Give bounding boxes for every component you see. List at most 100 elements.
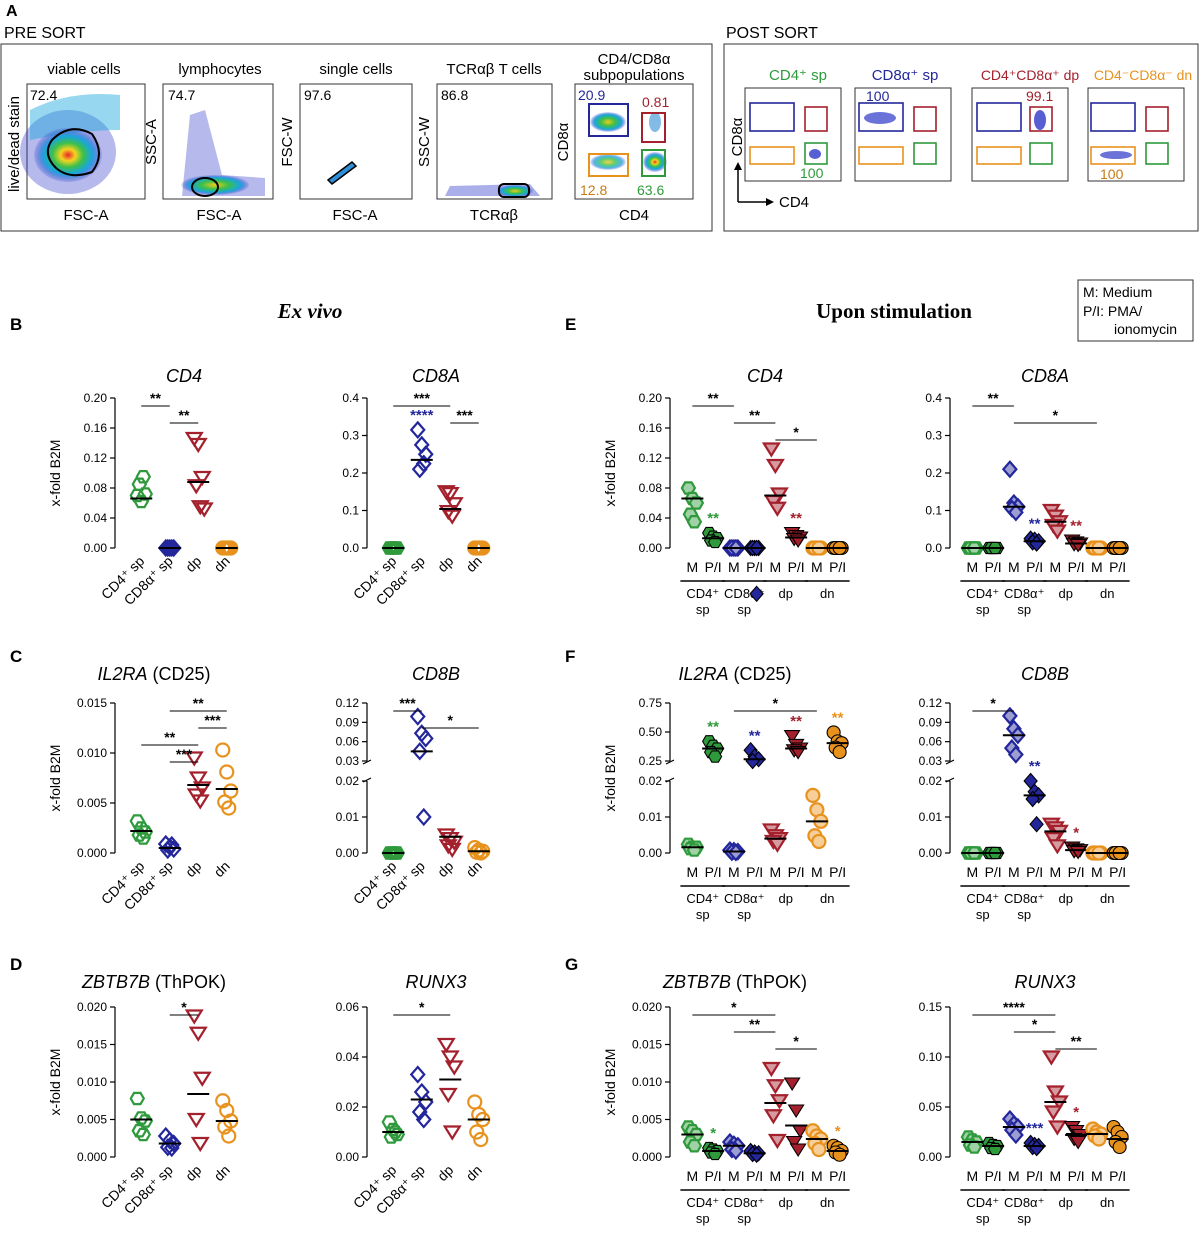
chart-title: CD8B xyxy=(1021,664,1069,684)
x-tick-label: P/I xyxy=(829,1168,846,1184)
data-point xyxy=(165,538,182,558)
group-label-sub: sp xyxy=(737,1211,751,1226)
significance-star: ** xyxy=(790,510,802,527)
plot-frame xyxy=(436,83,553,200)
x-tick-label: P/I xyxy=(705,864,722,880)
x-tick-label: dp xyxy=(182,553,204,575)
data-point xyxy=(763,1109,783,1125)
y-tick-label: 0.01 xyxy=(639,810,663,824)
significance-label: * xyxy=(793,424,799,440)
gate-outline xyxy=(498,183,530,198)
data-point xyxy=(1091,1131,1107,1147)
x-tick-label: M xyxy=(1050,864,1062,880)
chart-d1: ZBTB7B (ThPOK) Dx-fold B2M 0.000 0.005 0.010… xyxy=(10,955,239,1217)
y-tick-label: 0.50 xyxy=(639,725,663,739)
flow-xlabel: FSC-A xyxy=(333,207,378,224)
panel-letter: E xyxy=(565,315,576,334)
data-point xyxy=(1001,706,1018,726)
x-tick-label: P/I xyxy=(1026,559,1043,575)
group-label: dp xyxy=(1059,1195,1073,1210)
x-tick-label: dp xyxy=(434,553,456,575)
y-tick-label: 0.05 xyxy=(919,1100,943,1114)
data-point xyxy=(440,832,460,848)
group-label: CD8α⁺ xyxy=(1004,891,1044,906)
significance-label: * xyxy=(773,695,779,711)
data-point xyxy=(415,454,432,473)
x-tick-label: M xyxy=(728,1168,740,1184)
significance-star: * xyxy=(1073,1104,1079,1121)
x-tick-label: P/I xyxy=(788,864,805,880)
chart-c1: IL2RA (CD25) Cx-fold B2M 0.000 0.005 0.010 0.… xyxy=(10,647,239,913)
post-sort-box xyxy=(723,43,1199,232)
data-point xyxy=(1043,1105,1063,1121)
chart-title: CD8B xyxy=(412,664,460,684)
group-label-sub: sp xyxy=(1017,602,1031,617)
y-tick-label: 0.005 xyxy=(632,1113,662,1127)
y-tick-label: 0.08 xyxy=(639,481,663,495)
y-tick-label: 0.03 xyxy=(919,754,943,768)
post-plot-dn: 100 xyxy=(1087,87,1185,182)
y-tick-label: 0.16 xyxy=(639,421,663,435)
flow-title: viable cells xyxy=(47,61,120,78)
data-point xyxy=(1043,832,1063,848)
axis-break xyxy=(362,759,372,765)
axis-break xyxy=(945,759,955,765)
panel-letter: C xyxy=(10,647,22,666)
data-point xyxy=(415,1110,432,1129)
data-point xyxy=(215,1093,231,1109)
density-core xyxy=(497,185,533,197)
y-tick-label: 0.01 xyxy=(919,810,943,824)
data-point xyxy=(159,538,176,558)
flow-ylabel: SSC-A xyxy=(143,119,160,165)
gate-dn xyxy=(858,146,904,165)
data-point xyxy=(444,497,464,513)
gate-outline xyxy=(191,177,219,197)
data-point xyxy=(163,835,180,855)
significance-label: * xyxy=(419,999,425,1015)
gate-outline xyxy=(326,161,358,185)
y-tick-label: 0.09 xyxy=(336,715,360,729)
data-point xyxy=(137,1114,154,1128)
group-label: dn xyxy=(1100,1195,1114,1210)
data-point xyxy=(192,1071,212,1087)
data-point xyxy=(409,1065,426,1084)
group-label-sub: sp xyxy=(976,1211,990,1226)
y-tick-label: 0.25 xyxy=(639,754,663,768)
gate-dn xyxy=(749,146,795,165)
gate-dn xyxy=(976,146,1022,165)
x-tick-label: M xyxy=(1050,1168,1062,1184)
significance-label: ** xyxy=(164,729,175,745)
subpop-title-2: subpopulations xyxy=(584,67,685,84)
chart-title: RUNX3 xyxy=(405,972,466,992)
x-tick-label: P/I xyxy=(788,559,805,575)
panel-letter: F xyxy=(565,647,575,666)
data-point xyxy=(417,729,434,748)
data-point xyxy=(131,828,148,842)
x-tick-label: P/I xyxy=(788,1168,805,1184)
post-label-dp: CD4⁺CD8α⁺ dp xyxy=(981,67,1080,83)
y-tick-label: 0.005 xyxy=(77,796,107,810)
y-tick-label: 0.06 xyxy=(919,735,943,749)
group-label: CD4⁺ xyxy=(966,586,999,601)
y-tick-label: 0.01 xyxy=(336,810,360,824)
gate-cd8 xyxy=(976,102,1022,132)
x-tick-label: P/I xyxy=(1068,1168,1085,1184)
arrow-right-icon xyxy=(766,198,774,206)
x-tick-label: dn xyxy=(211,858,233,880)
y-tick-label: 0.15 xyxy=(919,1000,943,1014)
data-point xyxy=(409,707,426,726)
flow-plot-tcr: TCRαβ T cells 86.8 TCRαβ SSC-W xyxy=(416,61,553,224)
panel-a: A PRE SORT POST SORT viable cells 72.4 F… xyxy=(0,3,1199,232)
group-label: CD8α⁺ xyxy=(1004,586,1044,601)
chart-title: ZBTB7B (ThPOK) xyxy=(662,972,807,992)
y-tick-label: 0.00 xyxy=(639,846,663,860)
group-label-sub: sp xyxy=(696,1211,710,1226)
x-tick-label: dp xyxy=(182,858,204,880)
chart-f1: IL2RA (CD25) Fx-fold B2M 0.25 0.50 0.75 0.00 0… xyxy=(565,585,850,922)
x-tick-label: dn xyxy=(463,1162,485,1184)
data-point xyxy=(767,501,787,517)
x-tick-label: M xyxy=(811,559,823,575)
data-point xyxy=(805,787,821,804)
y-tick-label: 0.0 xyxy=(342,541,359,555)
